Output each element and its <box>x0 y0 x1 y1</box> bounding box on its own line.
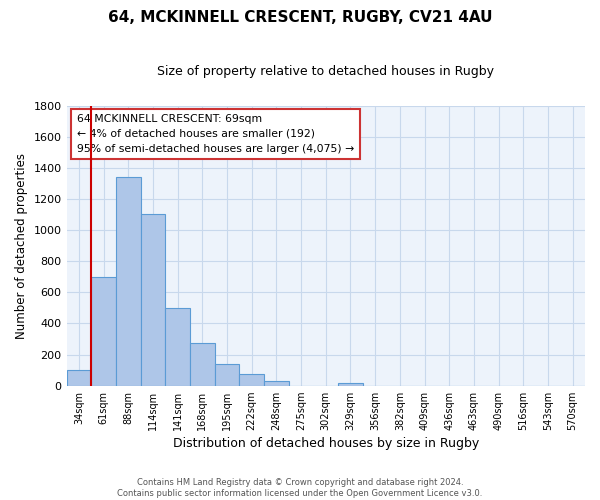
Y-axis label: Number of detached properties: Number of detached properties <box>15 152 28 338</box>
Bar <box>338 382 363 386</box>
Bar <box>264 381 289 386</box>
Bar <box>116 177 140 386</box>
Text: 64, MCKINNELL CRESCENT, RUGBY, CV21 4AU: 64, MCKINNELL CRESCENT, RUGBY, CV21 4AU <box>108 10 492 25</box>
Text: Contains HM Land Registry data © Crown copyright and database right 2024.
Contai: Contains HM Land Registry data © Crown c… <box>118 478 482 498</box>
Bar <box>215 364 239 386</box>
Title: Size of property relative to detached houses in Rugby: Size of property relative to detached ho… <box>157 65 494 78</box>
Bar <box>140 214 165 386</box>
Bar <box>165 308 190 386</box>
Bar <box>91 277 116 386</box>
Bar <box>67 370 91 386</box>
Bar <box>190 343 215 386</box>
X-axis label: Distribution of detached houses by size in Rugby: Distribution of detached houses by size … <box>173 437 479 450</box>
Bar <box>239 374 264 386</box>
Text: 64 MCKINNELL CRESCENT: 69sqm
← 4% of detached houses are smaller (192)
95% of se: 64 MCKINNELL CRESCENT: 69sqm ← 4% of det… <box>77 114 354 154</box>
